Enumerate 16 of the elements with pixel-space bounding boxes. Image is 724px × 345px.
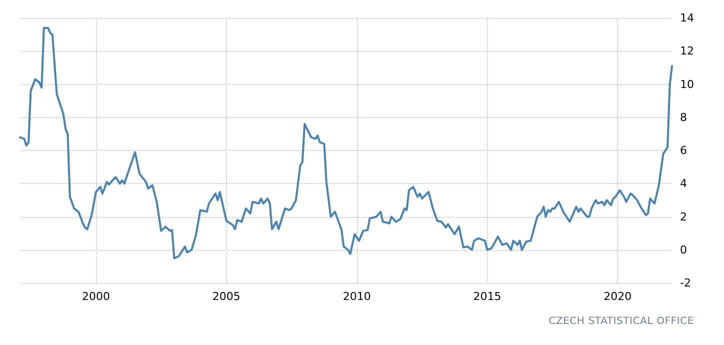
- x-tick-label: 2010: [342, 290, 371, 303]
- x-tick-label: 2015: [473, 290, 502, 303]
- y-tick-label: 14: [680, 12, 694, 24]
- y-tick-label: 2: [680, 210, 687, 224]
- x-tick-label: 2005: [212, 290, 240, 303]
- y-tick-label: 0: [680, 243, 687, 256]
- y-tick-label: 4: [680, 177, 687, 190]
- y-tick-label: 8: [680, 110, 687, 124]
- y-tick-label: -2: [680, 276, 691, 290]
- x-tick-label: 2020: [604, 290, 632, 303]
- text: CZECH STATISTICAL OFFICE: [548, 316, 694, 327]
- y-tick-label: 10: [680, 78, 694, 91]
- x-tick-label: 2000: [82, 290, 110, 303]
- y-tick-label: 12: [680, 44, 694, 58]
- line-series: [19, 26, 673, 260]
- y-tick-label: 6: [680, 144, 687, 157]
